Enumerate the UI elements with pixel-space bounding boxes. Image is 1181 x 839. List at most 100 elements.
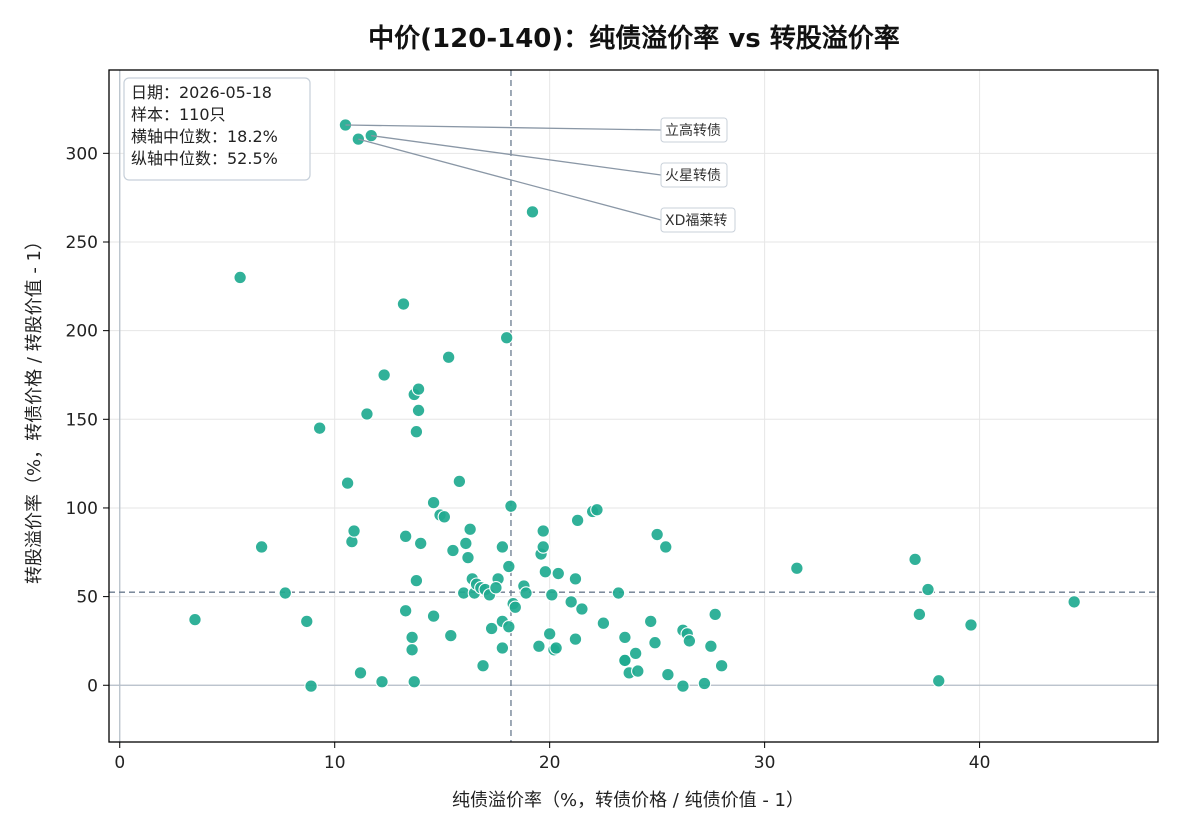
data-point <box>502 619 516 634</box>
annotation-box <box>660 207 736 233</box>
data-point <box>551 566 566 581</box>
axis-ticks: 0 10 20 30 40 0 50 100 150 200 250 300 <box>66 144 991 773</box>
data-point <box>682 634 697 648</box>
data-point <box>409 573 424 588</box>
data-point <box>676 679 690 693</box>
data-point <box>596 616 611 630</box>
data-point <box>437 510 452 524</box>
info-line: 样本：110只 <box>131 105 226 124</box>
y-tick-label: 200 <box>66 322 98 342</box>
data-point <box>590 502 604 517</box>
info-line: 日期：2026-05-18 <box>131 83 272 102</box>
data-point <box>536 540 550 554</box>
data-point <box>347 524 361 538</box>
data-point <box>525 205 540 219</box>
data-point <box>351 132 366 146</box>
data-point <box>254 540 269 554</box>
data-point <box>441 350 456 364</box>
data-point <box>650 527 664 542</box>
plot-frame <box>108 69 1159 743</box>
data-point <box>704 639 718 654</box>
x-tick-label: 0 <box>114 753 125 773</box>
data-point <box>409 424 424 439</box>
data-point <box>340 476 355 490</box>
data-point <box>549 641 563 655</box>
data-point <box>405 630 419 645</box>
data-point <box>463 522 477 536</box>
data-point <box>484 621 499 636</box>
data-point <box>300 614 314 629</box>
annotation-box <box>660 162 728 188</box>
data-point <box>411 403 426 418</box>
data-point <box>377 368 391 382</box>
data-point <box>568 632 583 646</box>
info-box-frame <box>123 77 311 181</box>
data-point <box>568 572 583 586</box>
data-point <box>708 607 722 622</box>
y-tick-label: 0 <box>87 676 98 696</box>
data-point <box>444 628 458 643</box>
data-point <box>931 674 946 688</box>
data-point <box>921 582 935 597</box>
data-point <box>489 580 503 595</box>
annotation-box <box>660 117 728 143</box>
data-point <box>542 627 557 641</box>
data-point <box>360 407 374 421</box>
data-point <box>312 421 327 435</box>
data-point <box>611 586 626 600</box>
info-line: 纵轴中位数：52.5% <box>131 149 278 168</box>
data-point <box>459 536 473 551</box>
data-point <box>912 607 927 622</box>
annotation-leader <box>371 134 662 176</box>
data-point <box>564 595 578 609</box>
data-point <box>452 474 467 489</box>
data-point <box>628 646 643 661</box>
data-point <box>495 540 510 554</box>
x-axis-label: 纯债溢价率（%，转债价格 / 纯债价值 - 1） <box>452 790 804 811</box>
x-tick-label: 30 <box>754 753 776 773</box>
data-point <box>519 586 533 600</box>
data-point <box>618 630 632 645</box>
data-point <box>278 586 293 600</box>
data-point <box>476 659 490 673</box>
data-point <box>407 674 421 689</box>
annotation-label: XD福莱转 <box>665 213 727 229</box>
y-tick-label: 50 <box>76 588 98 608</box>
annotation-leader <box>345 124 662 131</box>
data-point <box>304 679 318 693</box>
data-point <box>446 543 460 558</box>
data-point <box>426 495 441 510</box>
data-point <box>618 653 632 668</box>
data-point <box>396 297 411 311</box>
y-tick-label: 300 <box>66 144 98 164</box>
data-point <box>188 612 202 627</box>
data-point <box>648 635 662 650</box>
data-point <box>233 270 247 285</box>
data-point <box>411 382 426 396</box>
data-point <box>545 588 559 602</box>
data-point <box>538 565 553 579</box>
data-point <box>375 674 389 689</box>
data-point <box>575 602 589 616</box>
data-point <box>790 561 804 575</box>
data-point <box>426 609 441 623</box>
chart-title: 中价(120-140)：纯债溢价率 vs 转股溢价率 <box>368 23 900 54</box>
y-tick-label: 150 <box>66 410 98 430</box>
data-point <box>1067 595 1081 609</box>
data-point <box>658 540 673 554</box>
data-point <box>499 330 514 345</box>
data-point <box>643 614 658 629</box>
data-point <box>353 666 368 680</box>
data-point <box>461 550 475 565</box>
x-tick-label: 20 <box>539 753 561 773</box>
info-line: 横轴中位数：18.2% <box>131 127 278 146</box>
data-point <box>631 664 645 678</box>
x-tick-label: 10 <box>324 753 346 773</box>
data-point <box>697 676 712 691</box>
data-point <box>405 643 419 657</box>
data-point <box>398 604 413 618</box>
data-point <box>714 659 729 673</box>
